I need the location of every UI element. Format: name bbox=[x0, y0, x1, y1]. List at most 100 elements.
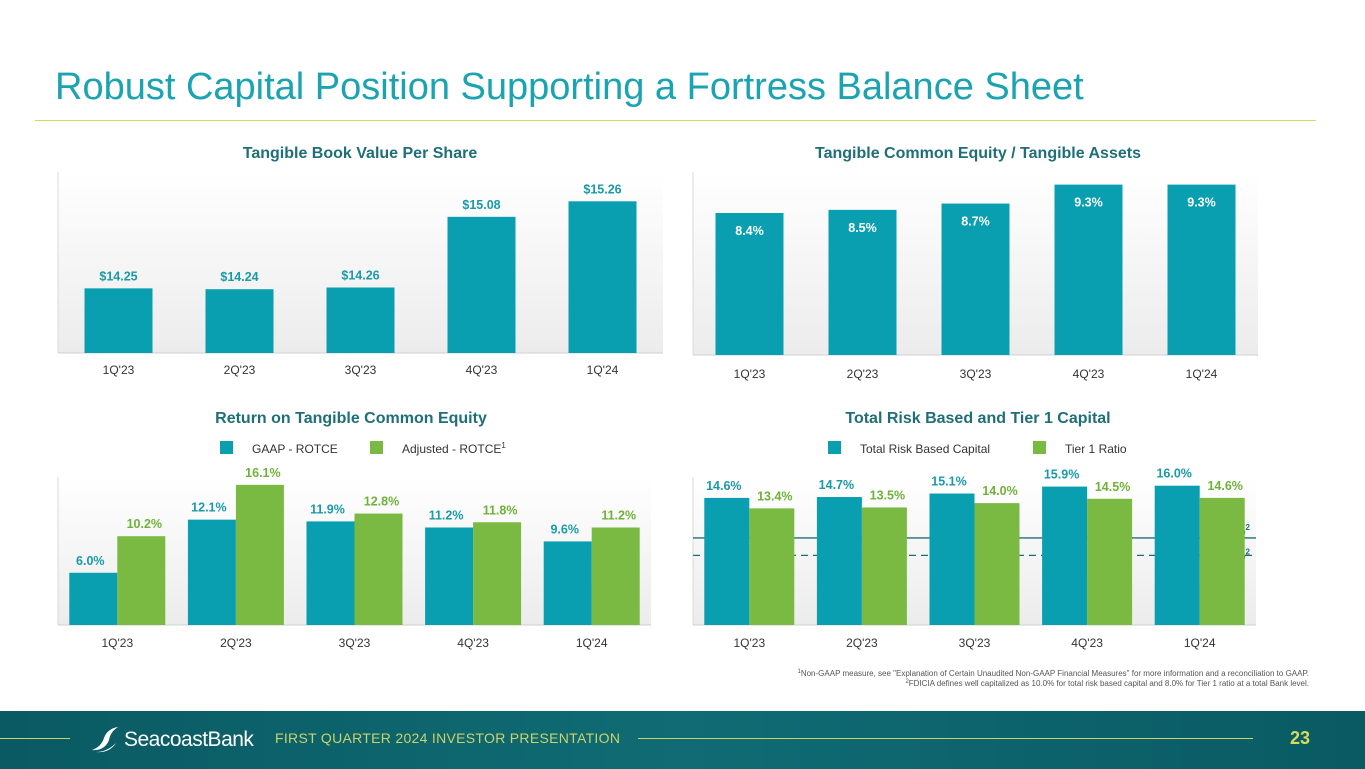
tbvps-tick-label: 4Q'23 bbox=[466, 363, 498, 377]
rotce-bar-s1 bbox=[69, 572, 118, 625]
tce-tick-label: 2Q'23 bbox=[847, 367, 879, 381]
capital-bar-s2 bbox=[861, 507, 907, 625]
tbvps-data-label: $14.25 bbox=[99, 269, 137, 283]
page-title: Robust Capital Position Supporting a For… bbox=[55, 66, 1084, 108]
capital-title: Total Risk Based and Tier 1 Capital bbox=[845, 410, 1110, 427]
title-divider bbox=[35, 120, 1316, 121]
capital-bar-s2 bbox=[749, 508, 795, 625]
capital-data-label: 14.5% bbox=[1095, 480, 1130, 494]
footnote-1-mark: 1 bbox=[797, 669, 801, 675]
capital-bar-s1 bbox=[816, 497, 862, 625]
tbvps-title: Tangible Book Value Per Share bbox=[243, 145, 478, 162]
capital-data-label: 13.4% bbox=[757, 489, 792, 503]
capital-tick-label: 1Q'23 bbox=[733, 636, 765, 650]
footnote-2-text: FDICIA defines well capitalized as 10.0%… bbox=[909, 679, 1309, 688]
tce-bar bbox=[941, 203, 1010, 355]
rotce-legend-text: Adjusted - ROTCE bbox=[402, 442, 501, 456]
tbvps-bar bbox=[447, 216, 516, 353]
capital-bar-s1 bbox=[1154, 485, 1200, 625]
rotce-tick-label: 2Q'23 bbox=[220, 636, 252, 650]
footer-bar: SeacoastBank FIRST QUARTER 2024 INVESTOR… bbox=[0, 711, 1365, 769]
rotce-bar-s1 bbox=[187, 519, 236, 625]
tbvps-bar bbox=[568, 201, 637, 353]
rotce-data-label: 11.8% bbox=[483, 503, 518, 517]
brand-name: SeacoastBank bbox=[124, 728, 254, 751]
rotce-bar-s2 bbox=[354, 513, 403, 625]
rotce-bar-s1 bbox=[306, 521, 355, 625]
tce-chart: Tangible Common Equity / Tangible Assets… bbox=[692, 145, 1258, 381]
capital-bar-s2 bbox=[1199, 497, 1245, 625]
footnote-2: 2FDICIA defines well capitalized as 10.0… bbox=[905, 679, 1309, 688]
rotce-legend-swatch bbox=[370, 441, 383, 454]
rotce-legend-label: GAAP - ROTCE bbox=[252, 442, 338, 456]
tbvps-tick-label: 2Q'23 bbox=[224, 363, 256, 377]
rotce-bar-s2 bbox=[473, 522, 522, 625]
tce-tick-label: 4Q'23 bbox=[1073, 367, 1105, 381]
capital-bar-s1 bbox=[929, 493, 975, 625]
tce-tick-label: 3Q'23 bbox=[960, 367, 992, 381]
rotce-data-label: 11.2% bbox=[429, 508, 464, 522]
capital-legend-swatch bbox=[828, 441, 841, 454]
tce-tick-label: 1Q'23 bbox=[734, 367, 766, 381]
page-number: 23 bbox=[1290, 728, 1311, 748]
capital-data-label: 15.1% bbox=[931, 475, 966, 489]
capital-bar-s1 bbox=[1042, 486, 1088, 625]
rotce-data-label: 11.9% bbox=[310, 502, 345, 516]
capital-data-label: 16.0% bbox=[1156, 467, 1191, 481]
capital-data-label: 15.9% bbox=[1044, 468, 1079, 482]
charts-canvas: Tangible Book Value Per Share $14.25 1Q'23… bbox=[57, 145, 1309, 688]
capital-chart: Total Risk Based and Tier 1 Capital10.0%… bbox=[692, 410, 1256, 650]
rotce-bar-s1 bbox=[425, 527, 474, 625]
tbvps-bar bbox=[326, 287, 395, 353]
tbvps-data-label: $14.26 bbox=[341, 268, 379, 282]
tbvps-bar bbox=[84, 288, 153, 353]
footnote-2-mark: 2 bbox=[905, 679, 909, 685]
rotce-legend-sup: 1 bbox=[501, 441, 506, 450]
tce-bar bbox=[828, 209, 897, 355]
rotce-chart: Return on Tangible Common Equity 6.0% 12.1… bbox=[57, 410, 651, 650]
capital-reference-sup: 2 bbox=[1246, 547, 1251, 556]
rotce-bar-s2 bbox=[117, 536, 166, 625]
rotce-title: Return on Tangible Common Equity bbox=[215, 410, 487, 427]
rotce-data-label: 16.1% bbox=[245, 466, 280, 480]
rotce-legend-text: GAAP - ROTCE bbox=[252, 442, 338, 456]
tbvps-tick-label: 3Q'23 bbox=[345, 363, 377, 377]
wave-logo-icon bbox=[92, 727, 118, 753]
rotce-bar-s2 bbox=[235, 484, 284, 625]
tbvps-data-label: $15.08 bbox=[462, 198, 500, 212]
rotce-data-label: 12.8% bbox=[364, 495, 399, 509]
tce-bar bbox=[715, 213, 784, 355]
tbvps-data-label: $15.26 bbox=[583, 182, 621, 196]
rotce-tick-label: 4Q'23 bbox=[457, 636, 489, 650]
rotce-tick-label: 3Q'23 bbox=[339, 636, 371, 650]
footer-shade bbox=[0, 711, 1365, 769]
seacoast-logo: SeacoastBank bbox=[90, 725, 254, 755]
capital-bar-s2 bbox=[974, 503, 1020, 625]
capital-legend-text: Total Risk Based Capital bbox=[860, 442, 990, 456]
capital-legend-text: Tier 1 Ratio bbox=[1065, 442, 1127, 456]
capital-data-label: 13.5% bbox=[870, 488, 905, 502]
rotce-tick-label: 1Q'23 bbox=[101, 636, 133, 650]
rotce-legend-label: Adjusted - ROTCE1 bbox=[402, 441, 506, 456]
rotce-data-label: 6.0% bbox=[76, 554, 105, 568]
tce-data-label: 8.4% bbox=[735, 224, 764, 238]
rotce-tick-label: 1Q'24 bbox=[576, 636, 608, 650]
tbvps-tick-label: 1Q'24 bbox=[587, 363, 619, 377]
rotce-data-label: 9.6% bbox=[550, 522, 579, 536]
tbvps-chart: Tangible Book Value Per Share $14.25 1Q'23… bbox=[57, 145, 663, 377]
tce-data-label: 8.7% bbox=[961, 215, 990, 229]
capital-bar-s2 bbox=[1087, 498, 1133, 625]
tbvps-data-label: $14.24 bbox=[220, 270, 258, 284]
footer-rule-left bbox=[0, 738, 70, 739]
capital-legend-swatch bbox=[1033, 441, 1046, 454]
capital-data-label: 14.6% bbox=[1207, 479, 1242, 493]
capital-tick-label: 3Q'23 bbox=[959, 636, 991, 650]
tce-bar bbox=[1167, 184, 1236, 355]
tce-bar bbox=[1054, 184, 1123, 355]
tce-data-label: 8.5% bbox=[848, 221, 877, 235]
presentation-title: FIRST QUARTER 2024 INVESTOR PRESENTATION bbox=[275, 730, 621, 746]
footnote-1-text: Non-GAAP measure, see "Explanation of Ce… bbox=[801, 669, 1309, 678]
footnote-1: 1Non-GAAP measure, see "Explanation of C… bbox=[797, 669, 1309, 678]
capital-bar-s1 bbox=[704, 497, 750, 625]
tce-title: Tangible Common Equity / Tangible Assets bbox=[815, 145, 1141, 162]
